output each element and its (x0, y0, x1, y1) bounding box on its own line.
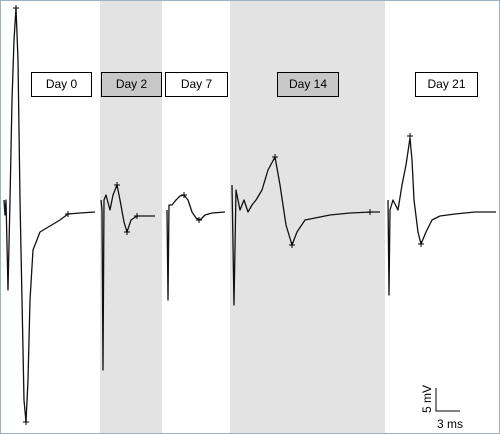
label-box (415, 72, 478, 97)
day-label: Day 14 (289, 77, 327, 91)
marker (114, 182, 140, 235)
trace-day-21 (387, 137, 496, 296)
shaded-band (100, 1, 162, 433)
label-box (165, 72, 228, 97)
label-box (277, 72, 339, 97)
day-label: Day 2 (116, 77, 148, 91)
scale-label-horizontal: 3 ms (437, 417, 463, 431)
traces (3, 7, 496, 423)
day-label: Day 0 (46, 77, 78, 91)
label-box (101, 72, 162, 97)
scale-bar: 5 mV 3 ms (420, 385, 463, 431)
marker (13, 5, 71, 425)
marker (407, 133, 424, 247)
trace-day-14 (231, 156, 380, 306)
peak-markers (13, 5, 424, 425)
scale-bar-lines (435, 388, 460, 412)
day-label: Day 21 (427, 77, 465, 91)
trace-day-7 (166, 194, 226, 301)
trace-day-0 (3, 7, 96, 423)
label-box (31, 72, 92, 97)
trace-day-2 (100, 184, 155, 371)
day-label: Day 7 (181, 77, 213, 91)
marker (181, 192, 202, 223)
shaded-band (230, 1, 385, 433)
scale-label-vertical: 5 mV (420, 385, 434, 413)
marker (272, 154, 373, 248)
day-labels: Day 0 Day 2 Day 7 Day 14 Day 21 (31, 72, 478, 97)
